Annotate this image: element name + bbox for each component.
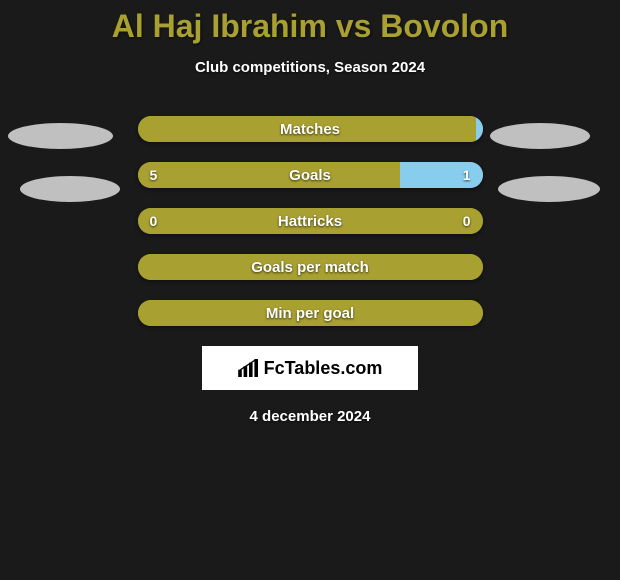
stat-bar: Goals per match: [138, 254, 483, 280]
bar-label: Goals: [138, 162, 483, 188]
decorative-ellipse: [8, 123, 113, 149]
bar-label: Min per goal: [138, 300, 483, 326]
stat-bar: Hattricks0 0: [138, 208, 483, 234]
page-title: Al Haj Ibrahim vs Bovolon: [0, 0, 620, 45]
decorative-ellipse: [490, 123, 590, 149]
bar-label: Matches: [138, 116, 483, 142]
bar-label: Hattricks: [138, 208, 483, 234]
bar-left-value: 0: [150, 208, 158, 234]
bar-right-value: 0: [463, 208, 471, 234]
logo-text: FcTables.com: [264, 358, 383, 379]
subtitle: Club competitions, Season 2024: [0, 59, 620, 76]
stat-bar: Goals5 1: [138, 162, 483, 188]
bar-left-value: 5: [150, 162, 158, 188]
logo: FcTables.com: [238, 358, 383, 379]
stat-bar: Matches: [138, 116, 483, 142]
chart-date: 4 december 2024: [0, 408, 620, 425]
stat-bar: Min per goal: [138, 300, 483, 326]
bar-right-value: 1: [463, 162, 471, 188]
bar-label: Goals per match: [138, 254, 483, 280]
comparison-chart: Al Haj Ibrahim vs Bovolon Club competiti…: [0, 0, 620, 425]
decorative-ellipse: [498, 176, 600, 202]
bar-chart-icon: [238, 359, 260, 377]
decorative-ellipse: [20, 176, 120, 202]
bars-area: Matches Goals5 1 Hattricks0 0 Goals per match…: [138, 116, 483, 326]
logo-box: FcTables.com: [202, 346, 418, 390]
